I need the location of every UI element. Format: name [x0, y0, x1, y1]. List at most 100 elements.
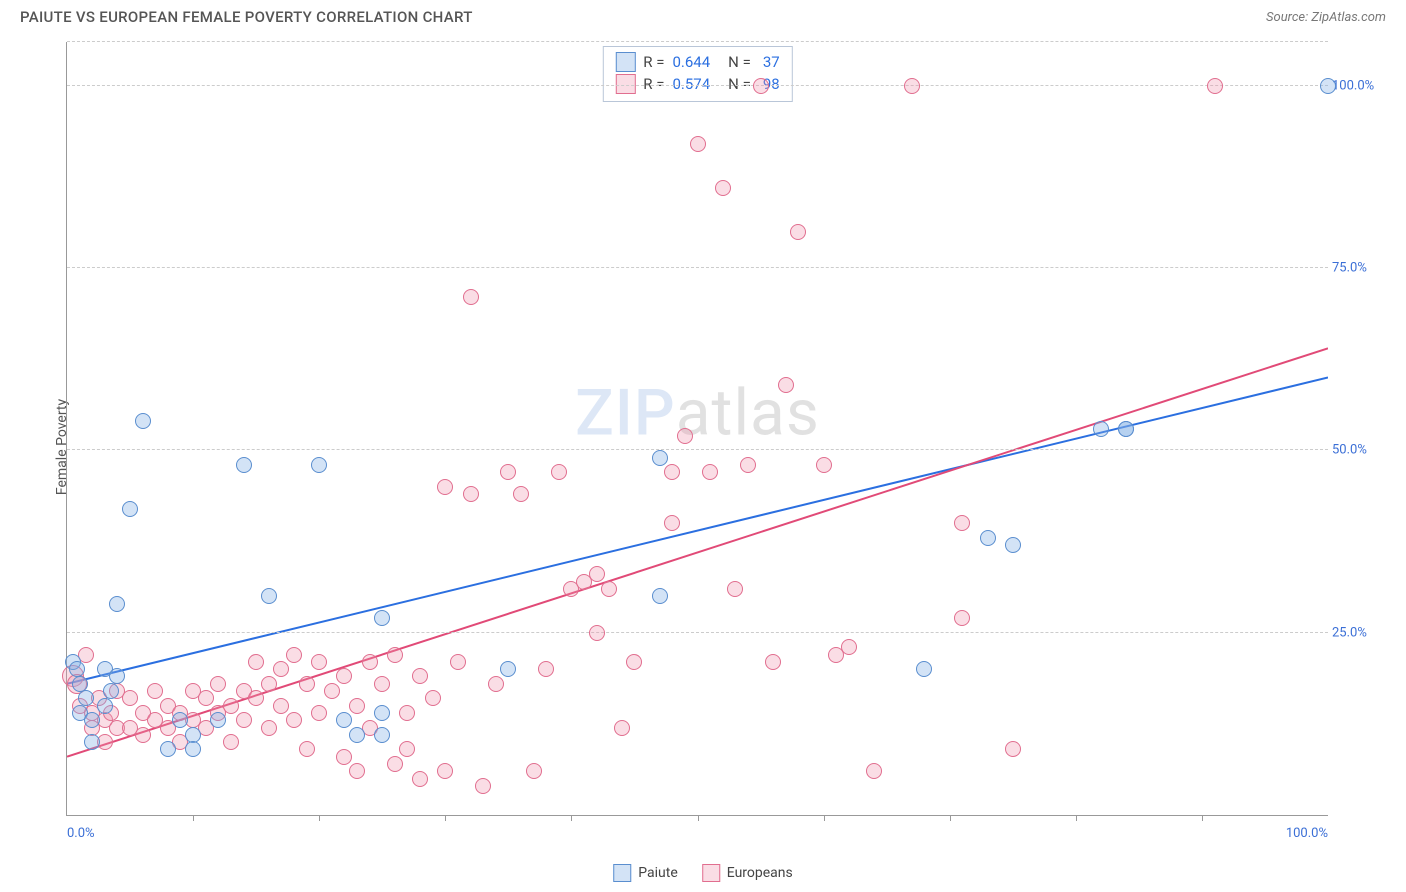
data-point: [437, 763, 453, 779]
data-point: [526, 763, 542, 779]
x-tick: [698, 815, 699, 821]
data-point: [437, 479, 453, 495]
gridline-h: [67, 267, 1328, 268]
stats-r-value: 0.644: [672, 53, 710, 71]
data-point: [551, 464, 567, 480]
x-tick: [571, 815, 572, 821]
data-point: [336, 749, 352, 765]
data-point: [753, 78, 769, 94]
data-point: [273, 698, 289, 714]
data-point: [677, 428, 693, 444]
data-point: [841, 639, 857, 655]
data-point: [147, 683, 163, 699]
stats-n-label: N =: [728, 53, 751, 71]
data-point: [172, 712, 188, 728]
data-point: [223, 734, 239, 750]
chart-area: Female Poverty ZIPatlas R =0.644N =37R =…: [20, 42, 1386, 852]
data-point: [1320, 78, 1336, 94]
data-point: [765, 654, 781, 670]
data-point: [652, 450, 668, 466]
data-point: [236, 457, 252, 473]
gridline-h: [67, 85, 1328, 86]
x-tick: [824, 815, 825, 821]
data-point: [412, 668, 428, 684]
data-point: [198, 690, 214, 706]
data-point: [261, 588, 277, 604]
x-tick-max-label: 100.0%: [1286, 826, 1328, 841]
gridline-h: [67, 449, 1328, 450]
data-point: [816, 457, 832, 473]
data-point: [1005, 741, 1021, 757]
data-point: [84, 712, 100, 728]
y-tick-label: 50.0%: [1332, 443, 1382, 458]
y-tick-label: 75.0%: [1332, 261, 1382, 276]
data-point: [78, 690, 94, 706]
data-point: [904, 78, 920, 94]
gridline-h: [67, 41, 1328, 42]
data-point: [513, 486, 529, 502]
data-point: [614, 720, 630, 736]
legend-swatch: [702, 864, 720, 882]
chart-header: PAIUTE VS EUROPEAN FEMALE POVERTY CORREL…: [0, 0, 1406, 32]
data-point: [374, 676, 390, 692]
legend-label: Paiute: [638, 865, 678, 881]
data-point: [185, 741, 201, 757]
data-point: [311, 654, 327, 670]
data-point: [374, 610, 390, 626]
data-point: [690, 136, 706, 152]
data-point: [109, 596, 125, 612]
data-point: [916, 661, 932, 677]
plot-region: ZIPatlas R =0.644N =37R =0.574N =98 0.0%…: [66, 42, 1328, 816]
chart-title: PAIUTE VS EUROPEAN FEMALE POVERTY CORREL…: [20, 8, 473, 26]
data-point: [387, 647, 403, 663]
data-point: [664, 515, 680, 531]
data-point: [727, 581, 743, 597]
data-point: [374, 705, 390, 721]
x-tick-min-label: 0.0%: [67, 826, 95, 841]
data-point: [601, 581, 617, 597]
data-point: [954, 610, 970, 626]
stats-r-label: R =: [643, 53, 664, 71]
legend-item: Europeans: [702, 864, 793, 882]
x-tick: [193, 815, 194, 821]
data-point: [122, 690, 138, 706]
data-point: [223, 698, 239, 714]
trend-line: [67, 377, 1328, 683]
data-point: [311, 705, 327, 721]
x-tick: [1076, 815, 1077, 821]
data-point: [463, 289, 479, 305]
data-point: [790, 224, 806, 240]
x-tick: [445, 815, 446, 821]
data-point: [374, 727, 390, 743]
legend-swatch: [615, 52, 635, 72]
data-point: [248, 690, 264, 706]
data-point: [500, 661, 516, 677]
legend-swatch: [613, 864, 631, 882]
stats-row: R = 0.644 N = 37: [615, 51, 779, 73]
data-point: [488, 676, 504, 692]
data-point: [286, 647, 302, 663]
bottom-legend: Paiute Europeans: [613, 864, 793, 882]
stats-box: R =0.644N =37R =0.574N =98: [602, 46, 792, 102]
watermark-part1: ZIP: [575, 376, 676, 451]
gridline-h: [67, 632, 1328, 633]
data-point: [349, 763, 365, 779]
data-point: [103, 683, 119, 699]
x-tick: [319, 815, 320, 821]
data-point: [538, 661, 554, 677]
data-point: [336, 668, 352, 684]
data-point: [261, 720, 277, 736]
data-point: [589, 625, 605, 641]
data-point: [664, 464, 680, 480]
data-point: [261, 676, 277, 692]
data-point: [626, 654, 642, 670]
stats-n-value: 37: [763, 53, 780, 71]
data-point: [324, 683, 340, 699]
data-point: [778, 377, 794, 393]
data-point: [135, 727, 151, 743]
data-point: [425, 690, 441, 706]
data-point: [387, 756, 403, 772]
data-point: [652, 588, 668, 604]
data-point: [463, 486, 479, 502]
data-point: [702, 464, 718, 480]
